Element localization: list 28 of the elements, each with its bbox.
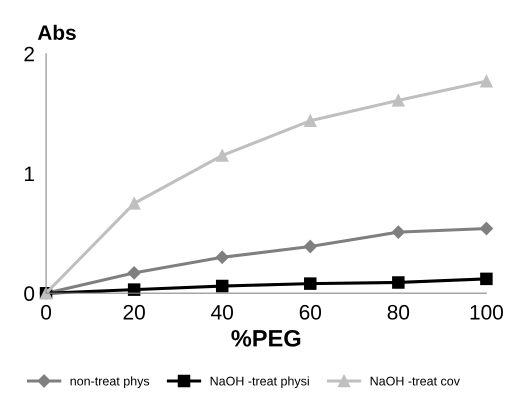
point [216, 149, 228, 162]
y-axis-title: Abs [38, 24, 76, 40]
x-tick-label: 80 [388, 304, 410, 320]
y-tick-label: 0 [24, 286, 34, 301]
legend-label: NaOH -treat physi [210, 376, 309, 388]
legend-label: non-treat phys [70, 376, 150, 388]
point [304, 240, 317, 254]
point [304, 277, 317, 290]
point [480, 74, 493, 88]
point [128, 266, 141, 280]
legend-label: NaOH -treat cov [370, 376, 460, 386]
y-tick-label: 1 [24, 166, 34, 182]
x-tick-label: 20 [124, 304, 145, 320]
point [216, 280, 228, 292]
point [392, 94, 405, 107]
x-tick-label: 60 [300, 304, 322, 320]
point [480, 272, 493, 286]
point [128, 197, 140, 210]
y-tick-label: 2 [24, 46, 34, 62]
x-tick-label: 100 [470, 304, 503, 320]
point [392, 276, 405, 289]
point [392, 226, 405, 239]
x-axis-title: %PEG [231, 330, 300, 347]
x-tick-label: 40 [211, 304, 233, 320]
point [304, 114, 317, 128]
point [480, 222, 493, 236]
x-tick-label: 0 [41, 304, 52, 320]
point [216, 250, 229, 264]
